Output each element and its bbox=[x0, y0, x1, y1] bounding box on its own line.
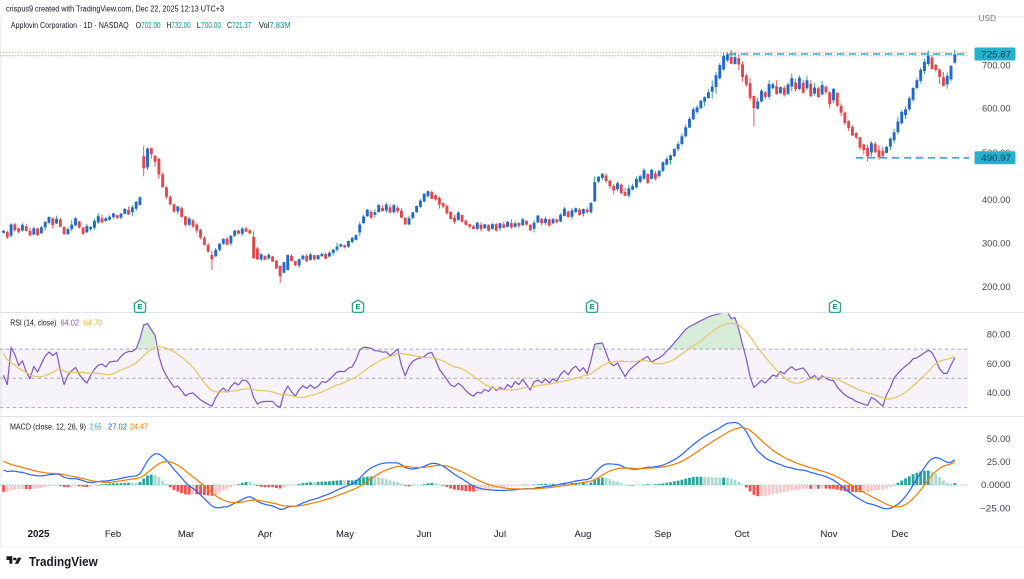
svg-text:crispus9 created with TradingV: crispus9 created with TradingView.com, D… bbox=[6, 5, 224, 14]
svg-text:Feb: Feb bbox=[105, 529, 121, 540]
svg-text:E: E bbox=[589, 302, 594, 311]
svg-text:200.00: 200.00 bbox=[982, 282, 1011, 292]
svg-text:80.00: 80.00 bbox=[987, 330, 1011, 340]
svg-text:27.02: 27.02 bbox=[108, 422, 127, 431]
svg-text:50.00: 50.00 bbox=[987, 434, 1011, 444]
svg-text:E: E bbox=[355, 302, 360, 311]
svg-text:40.00: 40.00 bbox=[987, 388, 1011, 398]
svg-text:702.00: 702.00 bbox=[141, 21, 161, 30]
svg-text:TradingView: TradingView bbox=[29, 555, 98, 569]
svg-text:7.83M: 7.83M bbox=[269, 21, 291, 30]
svg-text:Jul: Jul bbox=[494, 529, 506, 540]
svg-text:O: O bbox=[136, 21, 142, 30]
svg-text:Aug: Aug bbox=[575, 529, 592, 540]
svg-text:60.00: 60.00 bbox=[987, 359, 1011, 369]
svg-text:700.00: 700.00 bbox=[982, 60, 1011, 70]
svg-text:24.47: 24.47 bbox=[130, 422, 148, 431]
svg-text:L: L bbox=[197, 21, 202, 30]
svg-text:25.00: 25.00 bbox=[987, 457, 1011, 467]
svg-text:H: H bbox=[167, 21, 172, 30]
svg-text:300.00: 300.00 bbox=[982, 239, 1011, 249]
svg-text:Mar: Mar bbox=[178, 529, 194, 540]
svg-text:E: E bbox=[137, 302, 142, 311]
svg-text:USD: USD bbox=[978, 13, 996, 23]
svg-text:RSI (14, close): RSI (14, close) bbox=[10, 318, 57, 327]
svg-text:732.00: 732.00 bbox=[171, 21, 191, 30]
svg-text:700.00: 700.00 bbox=[201, 21, 221, 30]
svg-text:600.00: 600.00 bbox=[982, 104, 1011, 114]
svg-text:Dec: Dec bbox=[892, 529, 909, 540]
svg-text:Jun: Jun bbox=[416, 529, 431, 540]
svg-text:Applovin Corporation · 1D · NA: Applovin Corporation · 1D · NASDAQ bbox=[11, 21, 129, 30]
svg-text:Oct: Oct bbox=[735, 529, 750, 540]
svg-text:Vol: Vol bbox=[259, 21, 270, 30]
svg-text:MACD (close, 12, 26, 9): MACD (close, 12, 26, 9) bbox=[10, 422, 86, 431]
svg-text:721.37: 721.37 bbox=[232, 21, 252, 30]
svg-text:2.55: 2.55 bbox=[90, 422, 102, 431]
svg-text:64.70: 64.70 bbox=[84, 318, 103, 327]
svg-text:−25.00: −25.00 bbox=[980, 503, 1011, 513]
svg-text:400.00: 400.00 bbox=[982, 195, 1011, 205]
svg-text:Apr: Apr bbox=[258, 529, 273, 540]
svg-text:2025: 2025 bbox=[28, 529, 50, 540]
svg-text:Sep: Sep bbox=[655, 529, 672, 540]
svg-text:May: May bbox=[336, 529, 354, 540]
svg-text:490.97: 490.97 bbox=[981, 153, 1011, 164]
svg-text:64.02: 64.02 bbox=[61, 318, 80, 327]
svg-text:0.0000: 0.0000 bbox=[981, 480, 1011, 490]
svg-text:E: E bbox=[832, 302, 837, 311]
svg-text:725.87: 725.87 bbox=[981, 49, 1011, 60]
svg-text:Nov: Nov bbox=[821, 529, 838, 540]
svg-text:C: C bbox=[227, 21, 232, 30]
